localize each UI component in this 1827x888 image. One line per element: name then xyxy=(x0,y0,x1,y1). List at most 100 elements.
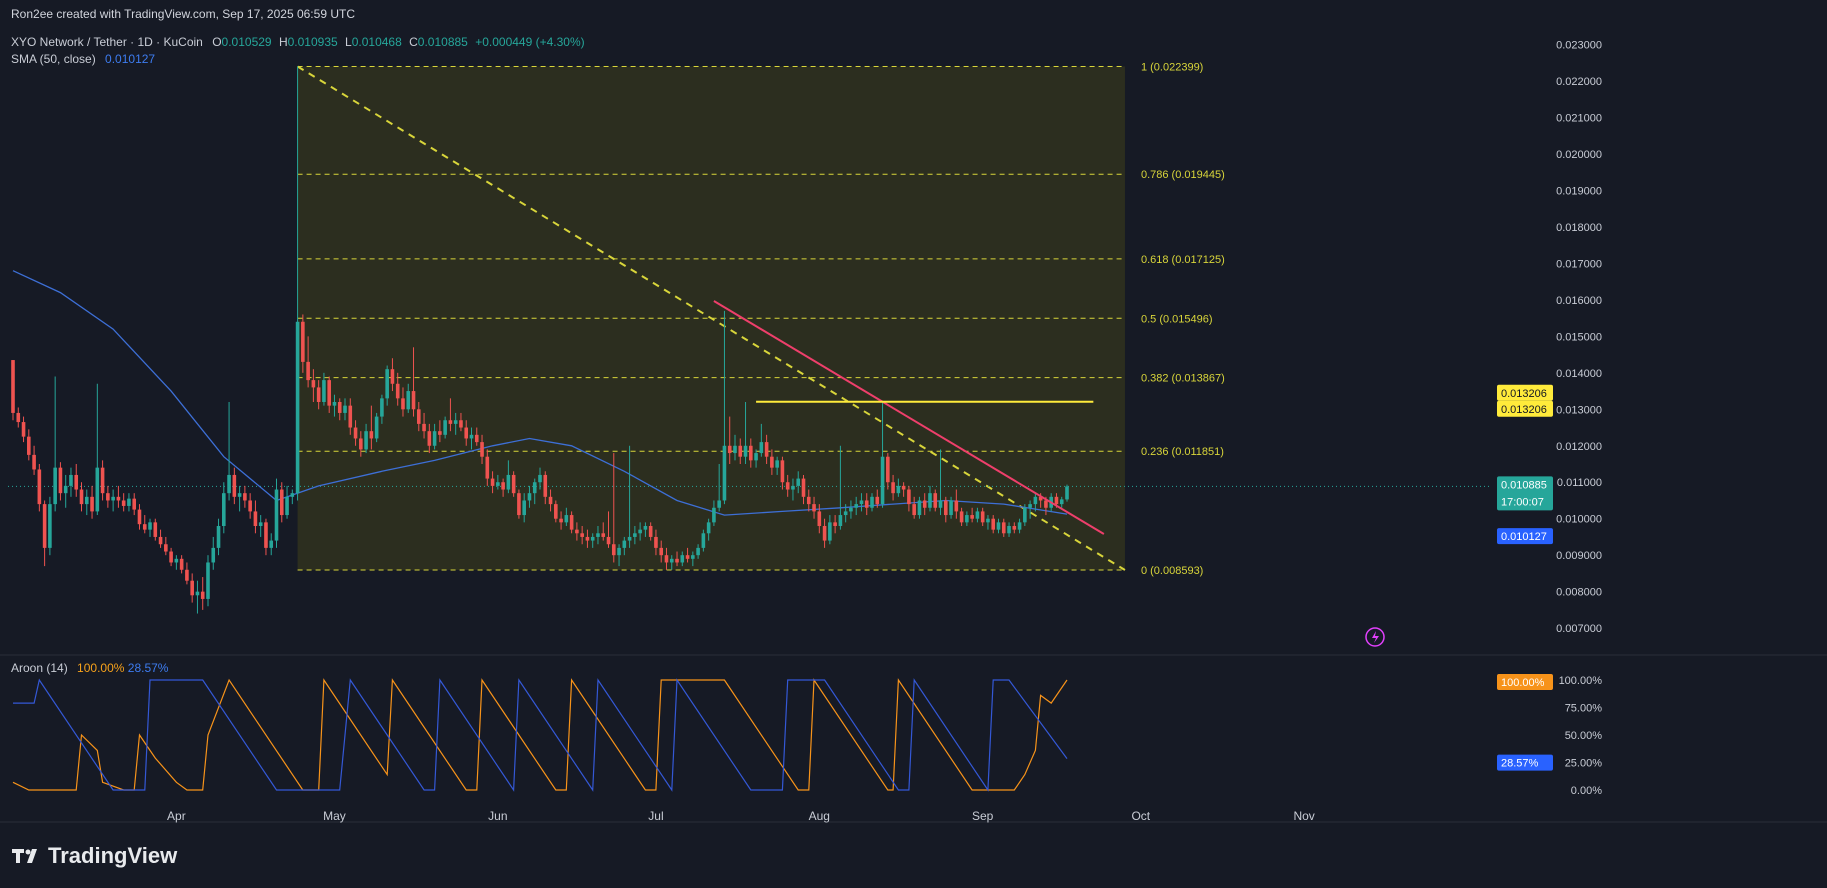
candle-body xyxy=(1028,504,1032,508)
candle-body xyxy=(601,533,606,537)
candle-body xyxy=(606,536,611,545)
close-label: C xyxy=(409,35,418,49)
candle-body xyxy=(1007,526,1011,534)
candle-body xyxy=(195,591,200,596)
candle-body xyxy=(427,431,432,446)
candle-body xyxy=(185,569,189,581)
candle-body xyxy=(791,485,795,490)
price-axis-tick: 0.008000 xyxy=(1556,587,1602,599)
candle-body xyxy=(622,540,627,548)
time-axis-label: Oct xyxy=(1131,809,1150,823)
candle-body xyxy=(970,515,974,519)
candle-body xyxy=(569,515,574,530)
open-value: 0.010529 xyxy=(221,35,272,49)
candle-body xyxy=(833,522,837,526)
candle-body xyxy=(559,518,563,523)
candle-body xyxy=(322,380,326,402)
sma-legend[interactable]: SMA (50, close) 0.010127 xyxy=(11,52,155,66)
candle-body xyxy=(986,518,990,523)
candle-body xyxy=(749,445,753,461)
candle-body xyxy=(27,436,31,455)
candle-body xyxy=(717,500,721,508)
candle-body xyxy=(680,555,685,563)
aroon-down-value: 28.57% xyxy=(127,661,169,675)
candle-body xyxy=(264,522,268,548)
candle-body xyxy=(174,558,179,563)
candle-body xyxy=(227,474,231,494)
candle-body xyxy=(474,434,479,443)
price-axis-tick: 0.019000 xyxy=(1556,185,1602,197)
low-value: 0.010468 xyxy=(351,35,402,49)
aroon-axis-tick: 100.00% xyxy=(1559,675,1603,687)
candle-body xyxy=(975,511,980,519)
candle-body xyxy=(422,423,426,432)
candle-body xyxy=(643,526,648,530)
candle-body xyxy=(206,562,210,599)
aroon-down-tag-bg xyxy=(1497,754,1553,771)
aroon-up-tag: 100.00% xyxy=(1501,677,1545,689)
aroon-label: Aroon (14) xyxy=(11,661,68,675)
candle-body xyxy=(638,529,642,534)
candle-body xyxy=(706,522,711,534)
fib-level-label: 0.5 (0.015496) xyxy=(1141,313,1213,325)
candle-body xyxy=(343,405,347,413)
candle-body xyxy=(764,442,769,457)
level-price-tag: 0.013206 xyxy=(1501,404,1547,416)
candle-body xyxy=(849,507,853,512)
candle-body xyxy=(1054,496,1059,505)
time-axis-label: Nov xyxy=(1293,809,1314,823)
candle-body xyxy=(812,504,816,512)
time-axis-label: May xyxy=(323,809,346,823)
candle-body xyxy=(1001,522,1006,534)
candle-body xyxy=(875,496,880,505)
candle-body xyxy=(859,500,864,505)
candle-body xyxy=(854,504,858,508)
candle-body xyxy=(380,398,384,417)
candle-body xyxy=(590,536,595,541)
level-price-tag-bg xyxy=(1497,400,1553,417)
fib-level-label: 0.618 (0.017125) xyxy=(1141,254,1225,266)
candle-body xyxy=(169,551,173,563)
aroon-axis-tick: 0.00% xyxy=(1571,785,1602,797)
candle-body xyxy=(21,422,26,437)
price-axis-tick: 0.020000 xyxy=(1556,149,1602,161)
candle-body xyxy=(775,460,779,468)
candle-body xyxy=(53,467,57,505)
candle-body xyxy=(285,496,289,516)
candle-body xyxy=(459,420,463,428)
candle-body xyxy=(796,478,801,486)
open-label: O xyxy=(212,35,222,49)
price-axis-tick: 0.015000 xyxy=(1556,331,1602,343)
sma-50-line xyxy=(12,270,1068,516)
candle-body xyxy=(996,522,1001,530)
candle-body xyxy=(121,500,126,506)
candle-body xyxy=(933,493,938,508)
candle-body xyxy=(390,369,395,384)
candle-body xyxy=(496,482,500,486)
candle-body xyxy=(401,398,405,410)
candle-body xyxy=(279,489,284,516)
candle-body xyxy=(79,489,84,505)
aroon-legend[interactable]: Aroon (14) 100.00% 28.57% xyxy=(11,661,168,675)
candle-body xyxy=(938,500,943,508)
candle-body xyxy=(712,507,716,523)
candle-body xyxy=(274,489,279,541)
price-axis-tick: 0.023000 xyxy=(1556,40,1602,52)
candle-body xyxy=(158,536,163,545)
candle-body xyxy=(770,456,774,468)
candle-body xyxy=(654,536,658,548)
candle-body xyxy=(965,515,969,523)
candle-body xyxy=(901,485,906,490)
candle-body xyxy=(301,321,305,362)
aroon-axis-tick: 25.00% xyxy=(1565,758,1603,770)
fib-level-label: 0 (0.008593) xyxy=(1141,565,1203,577)
alert-lightning-icon[interactable] xyxy=(1365,627,1385,647)
candle-body xyxy=(406,391,411,410)
candle-body xyxy=(1044,500,1048,508)
candle-body xyxy=(58,467,63,494)
candle-body xyxy=(532,482,537,494)
candle-body xyxy=(464,427,469,439)
candle-body xyxy=(759,442,764,454)
candle-body xyxy=(954,500,959,512)
